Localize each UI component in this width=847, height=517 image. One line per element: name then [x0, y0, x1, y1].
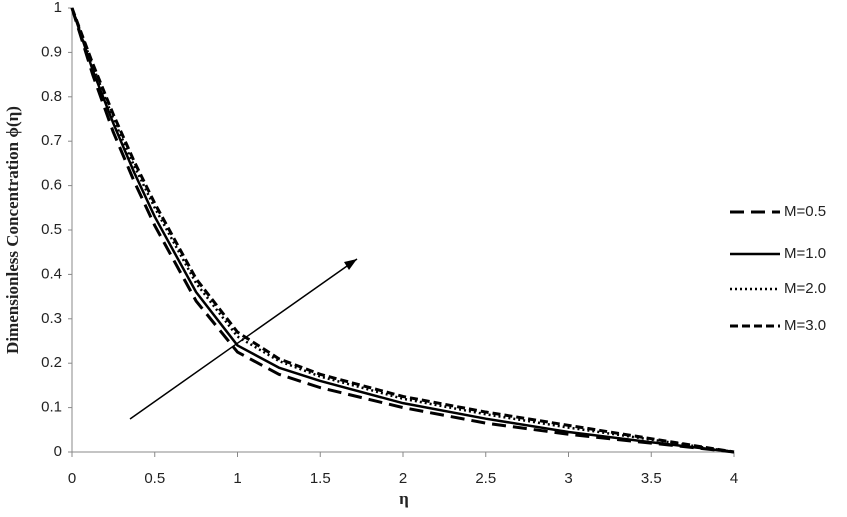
x-tick-label: 2 — [399, 470, 407, 487]
legend-label: M=2.0 — [784, 280, 826, 297]
y-axis-label: Dimensionless Concentration ϕ(η) — [3, 106, 22, 354]
y-tick-label: 0.8 — [41, 88, 62, 105]
y-tick-label: 1 — [54, 0, 62, 16]
x-tick-label: 3.5 — [641, 470, 662, 487]
x-tick-label: 0.5 — [144, 470, 165, 487]
y-tick-label: 0.2 — [41, 354, 62, 371]
y-tick-label: 0.1 — [41, 399, 62, 416]
legend-label: M=0.5 — [784, 203, 826, 220]
x-tick-label: 0 — [68, 470, 76, 487]
x-tick-label: 1.5 — [310, 470, 331, 487]
y-tick-label: 0.6 — [41, 177, 62, 194]
x-tick-label: 2.5 — [475, 470, 496, 487]
y-tick-label: 0 — [54, 443, 62, 460]
series-line — [70, 7, 735, 454]
y-tick-label: 0.5 — [41, 221, 62, 238]
series-line — [70, 7, 735, 454]
x-axis-label: η — [399, 489, 409, 508]
y-tick-label: 0.3 — [41, 310, 62, 327]
arrow-head — [344, 259, 357, 270]
y-tick-label: 0.9 — [41, 43, 62, 60]
y-tick-label: 0.4 — [41, 265, 62, 282]
y-tick-label: 0.7 — [41, 132, 62, 149]
x-tick-label: 1 — [233, 470, 241, 487]
legend-label: M=3.0 — [784, 317, 826, 334]
x-tick-label: 4 — [730, 470, 738, 487]
series-line — [70, 7, 735, 454]
legend-label: M=1.0 — [784, 245, 826, 262]
series-line — [70, 7, 735, 454]
x-tick-label: 3 — [564, 470, 572, 487]
